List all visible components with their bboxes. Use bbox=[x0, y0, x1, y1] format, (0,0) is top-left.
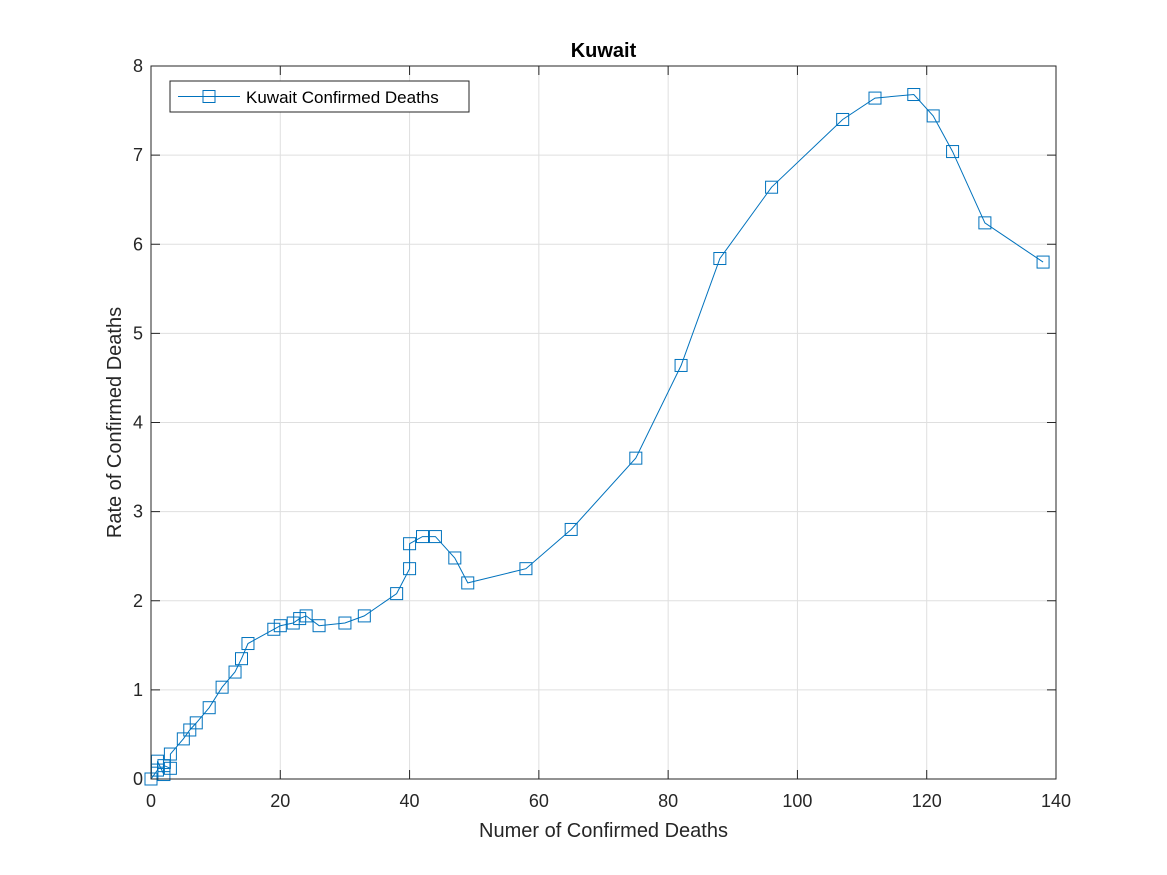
x-tick-label: 20 bbox=[270, 791, 290, 811]
data-point-marker bbox=[235, 652, 248, 666]
y-tick-label: 2 bbox=[133, 591, 143, 611]
legend-marker-square bbox=[202, 90, 216, 103]
data-point-marker bbox=[228, 665, 242, 679]
data-point-marker bbox=[461, 576, 475, 590]
data-point-marker bbox=[338, 616, 352, 630]
data-point-marker bbox=[713, 252, 727, 266]
x-tick-label: 60 bbox=[529, 791, 549, 811]
data-point-marker bbox=[390, 587, 404, 601]
data-point-marker bbox=[215, 680, 229, 694]
data-point-marker bbox=[403, 562, 417, 576]
y-tick-label: 7 bbox=[133, 145, 143, 165]
data-point-marker bbox=[674, 358, 688, 372]
data-point-marker bbox=[163, 747, 177, 761]
x-tick-label: 0 bbox=[146, 791, 156, 811]
data-point-marker bbox=[1036, 255, 1050, 269]
y-tick-label: 3 bbox=[133, 502, 143, 522]
y-tick-label: 0 bbox=[133, 769, 143, 789]
legend-entry-label: Kuwait Confirmed Deaths bbox=[246, 88, 439, 107]
data-point-marker bbox=[836, 112, 850, 126]
data-point-marker bbox=[428, 530, 442, 544]
x-tick-label: 100 bbox=[782, 791, 812, 811]
data-point-marker bbox=[403, 537, 417, 551]
ticks: 0 20 40 60 80 100 120 140 0 1 2 3 4 5 6 7 8 bbox=[133, 56, 1071, 811]
data-point-marker bbox=[519, 562, 533, 576]
legend: Kuwait Confirmed Deaths bbox=[169, 80, 470, 113]
y-tick-label: 1 bbox=[133, 680, 143, 700]
data-point-marker bbox=[907, 88, 921, 102]
data-point-marker bbox=[765, 180, 779, 194]
x-tick-label: 120 bbox=[912, 791, 942, 811]
data-point-marker bbox=[629, 451, 643, 465]
y-tick-label: 8 bbox=[133, 56, 143, 76]
data-point-marker bbox=[564, 522, 578, 536]
chart-title: Kuwait bbox=[571, 40, 637, 62]
data-point-marker bbox=[241, 637, 255, 651]
data-point-marker bbox=[273, 619, 287, 633]
data-point-marker bbox=[448, 551, 462, 565]
y-axis-label: Rate of Confirmed Deaths bbox=[104, 307, 126, 538]
x-axis-label: Numer of Confirmed Deaths bbox=[479, 820, 728, 842]
series-line bbox=[150, 93, 1044, 780]
y-tick-label: 6 bbox=[133, 234, 143, 254]
data-point-marker bbox=[312, 619, 326, 633]
x-tick-label: 80 bbox=[658, 791, 678, 811]
data-point-marker bbox=[926, 109, 940, 123]
data-point-marker bbox=[946, 145, 960, 159]
y-tick-label: 5 bbox=[133, 323, 143, 343]
data-point-marker bbox=[202, 701, 216, 715]
data-point-marker bbox=[416, 530, 429, 544]
y-tick-label: 4 bbox=[133, 413, 143, 433]
data-point-marker bbox=[978, 216, 992, 230]
x-tick-label: 40 bbox=[400, 791, 420, 811]
data-point-marker bbox=[189, 716, 203, 730]
data-point-marker bbox=[299, 609, 313, 623]
data-point-marker bbox=[868, 91, 882, 105]
data-point-marker bbox=[357, 609, 371, 623]
data-point-marker bbox=[163, 761, 177, 775]
x-tick-label: 140 bbox=[1041, 791, 1071, 811]
